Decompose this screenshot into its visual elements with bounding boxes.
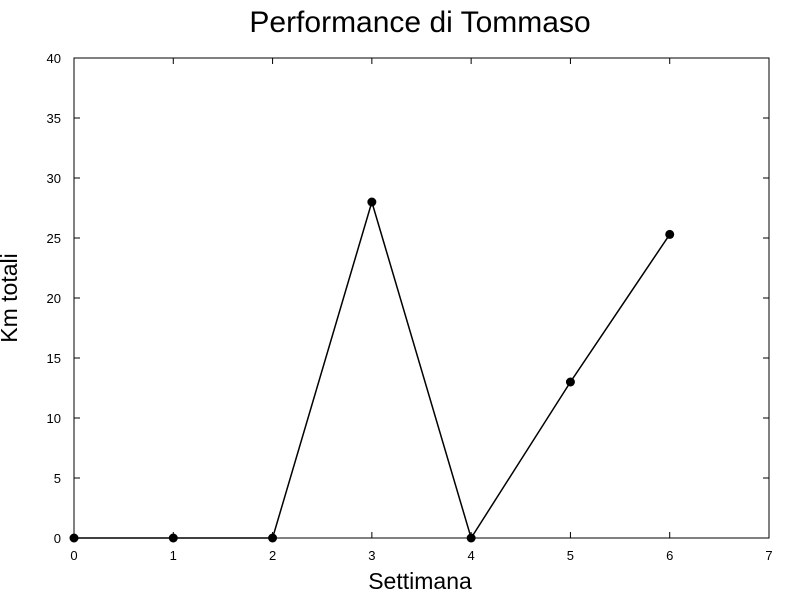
data-point xyxy=(466,533,476,543)
y-tick-label: 5 xyxy=(54,471,61,486)
y-tick-label: 25 xyxy=(47,231,61,246)
y-tick-label: 20 xyxy=(47,291,61,306)
x-tick-label: 2 xyxy=(269,548,276,563)
data-point xyxy=(268,533,278,543)
x-tick-label: 3 xyxy=(368,548,375,563)
plot-frame xyxy=(73,57,770,539)
y-tick-label: 40 xyxy=(47,51,61,66)
chart-title: Performance di Tommaso xyxy=(249,6,590,39)
series-layer xyxy=(69,197,675,543)
y-axis-title: Km totali xyxy=(0,253,22,342)
x-tick-label: 4 xyxy=(468,548,475,563)
y-tick-label: 0 xyxy=(54,531,61,546)
x-tick-label: 6 xyxy=(666,548,673,563)
data-point xyxy=(665,229,675,239)
x-tick-label: 1 xyxy=(170,548,177,563)
y-tick-label: 10 xyxy=(47,411,61,426)
series-line xyxy=(74,199,671,540)
y-tick-label: 15 xyxy=(47,351,61,366)
data-point xyxy=(367,197,377,207)
y-tick-label: 35 xyxy=(47,111,61,126)
y-axis: 0 5 10 15 20 25 30 35 40 xyxy=(47,51,769,546)
x-axis: 0 1 2 3 4 5 6 7 xyxy=(70,58,773,563)
x-axis-title: Settimana xyxy=(368,568,472,594)
data-point xyxy=(565,377,575,387)
x-tick-label: 0 xyxy=(70,548,77,563)
data-point xyxy=(69,533,79,543)
x-tick-label: 7 xyxy=(765,548,772,563)
x-tick-label: 5 xyxy=(567,548,574,563)
data-point xyxy=(168,533,178,543)
y-tick-label: 30 xyxy=(47,171,61,186)
